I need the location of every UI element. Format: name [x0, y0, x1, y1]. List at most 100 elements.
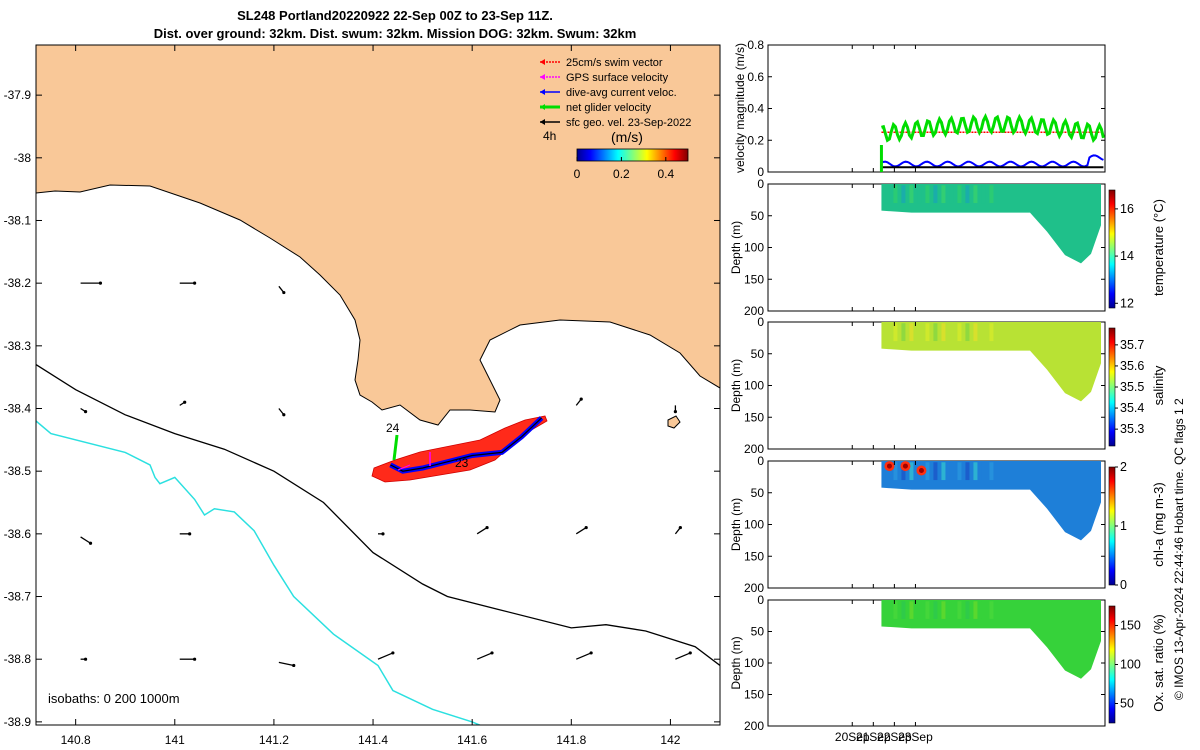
legend-4h: 4h: [543, 129, 556, 143]
section-data-streak: [893, 462, 898, 481]
colorbar-tick-label: 1: [1120, 519, 1127, 533]
velocity-ylabel: velocity magnitude (m/s): [733, 43, 747, 173]
section-data-streak: [925, 601, 930, 619]
chl-max-core: [918, 468, 924, 474]
geo-arrow-head: [589, 651, 593, 655]
legend-arrowhead: [540, 104, 545, 110]
colorbar-tick-label: 50: [1120, 697, 1134, 711]
map-ytick-label: -38.5: [4, 464, 32, 478]
depth-tick-label: 50: [751, 347, 765, 361]
net-velocity-line: [881, 112, 1105, 144]
velocity-ytick-label: 0.2: [747, 133, 764, 147]
depth-tick-label: 150: [744, 688, 764, 702]
section-data-streak: [965, 601, 970, 619]
map-ytick-label: -37.9: [4, 88, 32, 102]
section-data-streak: [925, 462, 930, 481]
colorbar-tick-label: 2: [1120, 460, 1127, 474]
depth-tick-label: 50: [751, 625, 765, 639]
section-ylabel: Depth (m): [729, 498, 743, 551]
map-ytick-label: -38.6: [4, 527, 32, 541]
colorbar-label: temperature (°C): [1151, 199, 1166, 296]
geo-arrow-head: [673, 410, 677, 414]
section-data-streak: [917, 601, 922, 619]
section-ylabel: Depth (m): [729, 221, 743, 274]
legend-label: 25cm/s swim vector: [566, 57, 663, 69]
map-legend: 25cm/s swim vector GPS surface velocity di…: [540, 57, 691, 181]
section-data-streak: [925, 323, 930, 342]
section-data-streak: [973, 185, 978, 204]
geo-arrow-head: [678, 525, 682, 530]
depth-tick-label: 150: [744, 272, 764, 286]
legend-arrowhead: [540, 119, 545, 125]
section-data-streak: [957, 323, 962, 342]
date-tick-label: 22Sep: [877, 730, 912, 744]
section-data-streak: [909, 462, 914, 481]
date-tick-label: 20Sep: [835, 730, 870, 744]
map-xtick-label: 142: [660, 733, 680, 747]
glider-track: [371, 415, 548, 483]
geostrophic-arrows: [80, 281, 692, 668]
colorbar-tick-label: 16: [1120, 202, 1134, 216]
colorbar-tick-label: 14: [1120, 249, 1134, 263]
colorbar-tick-label: 0.4: [657, 167, 674, 181]
section-data-streak: [917, 323, 922, 342]
date-tick-label: 23Sep: [898, 730, 933, 744]
geo-arrow-head: [183, 400, 187, 404]
geo-arrow-head: [579, 397, 583, 401]
geo-arrow-head: [83, 410, 88, 414]
legend-label: sfc geo. vel. 23-Sep-2022: [566, 117, 691, 129]
geo-arrow: [80, 536, 91, 544]
map-axes: 140.8 141 141.2 141.4 141.6 141.8 142 -37.9 -38 -…: [4, 45, 720, 747]
section-data-streak: [957, 462, 962, 481]
chl-max-core: [886, 463, 892, 469]
geo-arrow-head: [381, 532, 385, 536]
colorbar-tick-label: 100: [1120, 658, 1141, 672]
map-ytick-label: -38.2: [4, 276, 32, 290]
colorbar-label: Ox. sat. ratio (%): [1151, 614, 1166, 712]
section-data-streak: [933, 185, 938, 204]
section-data-streak: [933, 462, 938, 481]
geo-arrow: [576, 652, 592, 660]
depth-tick-label: 0: [757, 593, 764, 607]
map-ytick-label: -38.4: [4, 402, 32, 416]
geo-arrow: [575, 527, 587, 535]
section-data-patch: [881, 322, 1101, 402]
gps-velocity-arrow-2: [397, 464, 411, 471]
section-data-streak: [885, 323, 890, 342]
map-plot: 140.8 141 141.2 141.4 141.6 141.8 142 -37.9 -38 -…: [4, 44, 721, 747]
track-core: [390, 417, 543, 472]
geo-arrow-head: [193, 657, 197, 661]
depth-tick-label: 200: [744, 581, 764, 595]
speed-colorbar: [576, 148, 689, 162]
section-data-streak: [941, 462, 946, 481]
geo-arrow-head: [391, 651, 395, 655]
section-data-streak: [973, 462, 978, 481]
track-label-24: 24: [386, 421, 400, 435]
section-colorbar: [1108, 189, 1116, 309]
section-data-streak: [901, 462, 906, 481]
isobath-1000m: [36, 420, 482, 725]
section-data-streak: [957, 185, 962, 204]
section-data-streak: [933, 323, 938, 342]
section-data-patch: [881, 461, 1101, 541]
map-ytick-label: -38.7: [4, 590, 32, 604]
colorbar-tick-label: 12: [1120, 296, 1134, 310]
depth-tick-label: 100: [744, 379, 764, 393]
date-tick-label: 21Sep: [856, 730, 891, 744]
section-data-streak: [965, 185, 970, 204]
dive-avg-current-line: [881, 154, 1104, 168]
track-label-23: 23: [455, 456, 469, 470]
chl-max-core: [902, 463, 908, 469]
geo-arrow-head: [490, 651, 494, 655]
colorbar-label: chl-a (mg m-3): [1151, 482, 1166, 567]
map-xtick-label: 141.6: [457, 733, 487, 747]
colorbar-label: salinity: [1151, 365, 1166, 405]
section-data-streak: [885, 185, 890, 204]
section-colorbar: [1108, 605, 1116, 724]
geo-arrow-head: [88, 541, 93, 545]
velocity-ytick-label: 0.6: [747, 70, 764, 84]
section-data-streak: [973, 601, 978, 619]
section-data-streak: [901, 323, 906, 342]
map-xtick-label: 141.8: [556, 733, 586, 747]
section-data-streak: [901, 185, 906, 204]
